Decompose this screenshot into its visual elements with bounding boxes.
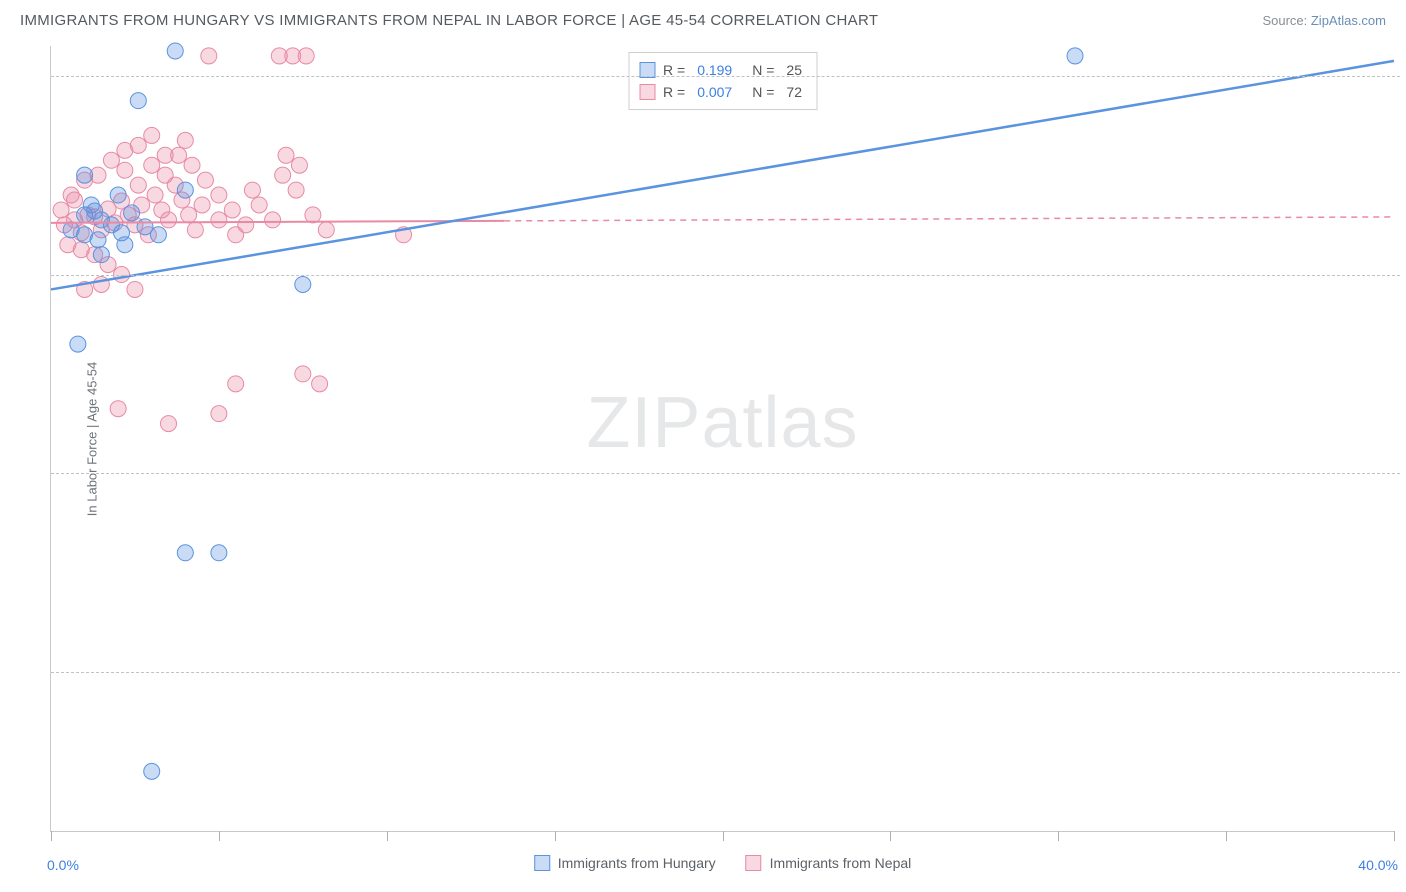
y-axis-title: In Labor Force | Age 45-54 <box>85 361 100 515</box>
x-tick <box>890 831 891 841</box>
n-value-nepal: 72 <box>786 81 802 103</box>
series-legend: Immigrants from Hungary Immigrants from … <box>534 855 912 871</box>
x-axis-min-label: 0.0% <box>47 857 79 873</box>
correlation-legend: R = 0.199 N = 25 R = 0.007 N = 72 <box>628 52 817 110</box>
legend-item-hungary: Immigrants from Hungary <box>534 855 716 871</box>
plot-svg <box>51 46 1394 831</box>
source-label: Source: <box>1262 13 1310 28</box>
n-label-hungary: N = <box>752 59 774 81</box>
r-value-hungary: 0.199 <box>697 59 732 81</box>
chart-source: Source: ZipAtlas.com <box>1262 13 1386 28</box>
x-axis-max-label: 40.0% <box>1358 857 1398 873</box>
x-tick <box>723 831 724 841</box>
gridline-h <box>51 473 1400 474</box>
x-tick <box>51 831 52 841</box>
swatch-nepal <box>639 84 655 100</box>
legend-row-nepal: R = 0.007 N = 72 <box>639 81 802 103</box>
x-tick <box>1226 831 1227 841</box>
swatch-nepal-bottom <box>746 855 762 871</box>
x-tick <box>1058 831 1059 841</box>
r-label-hungary: R = <box>663 59 685 81</box>
r-value-nepal: 0.007 <box>697 81 732 103</box>
legend-item-nepal: Immigrants from Nepal <box>746 855 912 871</box>
gridline-h <box>51 76 1400 77</box>
legend-row-hungary: R = 0.199 N = 25 <box>639 59 802 81</box>
n-label-nepal: N = <box>752 81 774 103</box>
chart-title: IMMIGRANTS FROM HUNGARY VS IMMIGRANTS FR… <box>20 12 878 29</box>
source-link[interactable]: ZipAtlas.com <box>1311 13 1386 28</box>
x-tick <box>219 831 220 841</box>
legend-label-hungary: Immigrants from Hungary <box>558 855 716 871</box>
gridline-h <box>51 672 1400 673</box>
x-tick <box>555 831 556 841</box>
legend-label-nepal: Immigrants from Nepal <box>770 855 912 871</box>
n-value-hungary: 25 <box>786 59 802 81</box>
x-tick <box>1394 831 1395 841</box>
r-label-nepal: R = <box>663 81 685 103</box>
swatch-hungary-bottom <box>534 855 550 871</box>
x-tick <box>387 831 388 841</box>
gridline-h <box>51 275 1400 276</box>
plot-area: ZIPatlas R = 0.199 N = 25 R = 0.007 N = … <box>50 46 1394 832</box>
